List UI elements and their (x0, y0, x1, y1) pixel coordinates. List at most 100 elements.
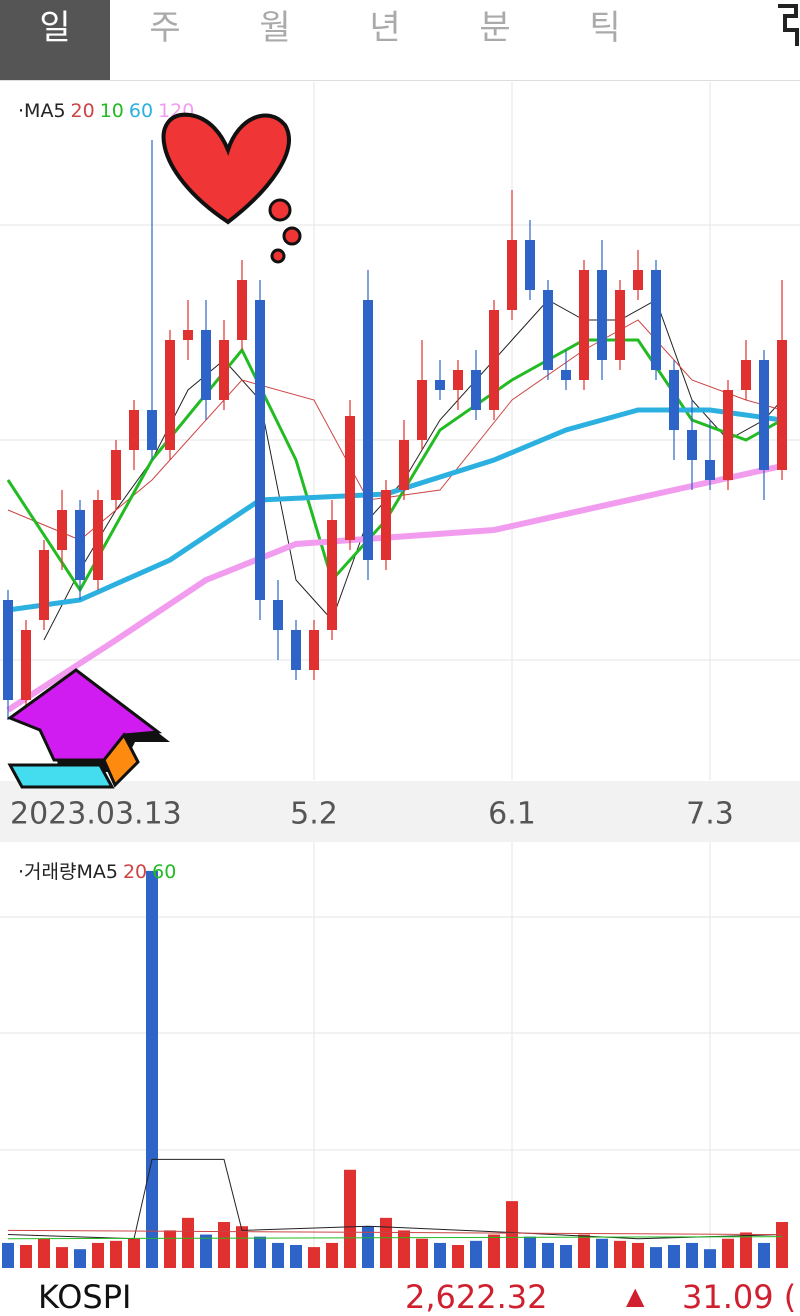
volume-bar (704, 1249, 716, 1268)
candle-body (579, 270, 589, 380)
volume-bar (614, 1240, 626, 1268)
index-name: KOSPI (38, 1278, 132, 1316)
volume-bar (596, 1238, 608, 1268)
volume-bar (470, 1240, 482, 1268)
ma-line (6, 338, 783, 593)
candle-body (543, 290, 553, 370)
candle-body (291, 630, 301, 670)
volume-bar (146, 870, 158, 1268)
candle-body (345, 416, 355, 540)
candle-body (147, 410, 157, 450)
footer: KOSPI 2,622.32 ▲ 31.09 ( (0, 1268, 800, 1316)
volume-bar (110, 1240, 122, 1268)
candle-body (57, 510, 67, 550)
tab[interactable]: 년 (369, 8, 401, 48)
volume-bar (560, 1245, 572, 1268)
x-tick-label: 2023.03.13 (10, 797, 182, 832)
candle-body (525, 240, 535, 290)
arrow-sticker (6, 668, 170, 789)
candle-body (363, 300, 373, 560)
tab[interactable]: 틱 (589, 8, 621, 48)
volume-bar (452, 1245, 464, 1268)
volume-bar (722, 1238, 734, 1268)
candle-body (741, 360, 751, 390)
legend-entry: 60 (152, 861, 176, 883)
candle-body (255, 300, 265, 600)
volume-bar (218, 1222, 230, 1268)
candle-body (165, 340, 175, 450)
volume-bar (92, 1242, 104, 1268)
grid (0, 224, 800, 1151)
volume-bar (200, 1234, 212, 1268)
volume-bar (128, 1238, 140, 1268)
ma-line (7, 1236, 783, 1240)
candle-body (219, 340, 229, 400)
period-tabs: 일 주 월 년 분 틱 (0, 0, 800, 81)
volume-bar (380, 1217, 392, 1268)
x-tick-label: 7.3 (686, 797, 734, 832)
chart: 2023.03.13 5.2 6.1 7.3 ·MA5 20 10 60 120 ·거래량MA5 2… (0, 82, 800, 1268)
legend-entry: ·거래량 (18, 861, 76, 883)
volume-bar (488, 1234, 500, 1268)
candle-body (615, 290, 625, 360)
volume-bar (290, 1245, 302, 1268)
candle-body (417, 380, 427, 440)
candle-body (309, 630, 319, 670)
volume-bar (578, 1234, 590, 1268)
volume-bar (686, 1242, 698, 1268)
volume-bar (236, 1226, 248, 1268)
candle-body (597, 270, 607, 360)
candle-body (561, 370, 571, 380)
candle-body (453, 370, 463, 390)
volume-bar (776, 1222, 788, 1268)
chart-icon[interactable] (775, 2, 800, 48)
candle-body (705, 460, 715, 480)
tab[interactable]: 월 (259, 8, 291, 48)
change-arrow: ▲ (626, 1282, 645, 1310)
tab[interactable]: 분 (479, 8, 511, 48)
candle-body (723, 390, 733, 480)
legend: ·MA5 20 10 60 120 (18, 100, 194, 122)
volume-bar (650, 1247, 662, 1268)
heart-sticker (161, 112, 302, 264)
legend-entry: MA5 (24, 100, 65, 122)
candle-body (183, 330, 193, 340)
candle-body (381, 490, 391, 560)
volume-bar (2, 1242, 14, 1268)
candle-body (111, 450, 121, 500)
legend: ·거래량MA5 20 60 (18, 861, 176, 883)
volume-bar (542, 1242, 554, 1268)
volume-bar (398, 1230, 410, 1268)
volume-bar (362, 1226, 374, 1268)
legend-entry: 60 (129, 100, 153, 122)
volume-bar (308, 1247, 320, 1268)
legend-entry: 10 (100, 100, 124, 122)
volume-bar (254, 1236, 266, 1268)
tab[interactable]: 일 (0, 0, 110, 80)
ma-line (7, 319, 783, 541)
candle-body (39, 550, 49, 620)
volume-bar (506, 1201, 518, 1268)
volume-bar (524, 1236, 536, 1268)
legend-entry: MA5 (76, 861, 117, 883)
volume-bar (74, 1249, 86, 1268)
candle-body (93, 500, 103, 580)
candle-body (777, 340, 787, 470)
volume-bar (20, 1245, 32, 1268)
date-strip (0, 781, 800, 842)
index-change: 31.09 ( (682, 1278, 797, 1316)
volume-bar (56, 1247, 68, 1268)
candle-body (273, 600, 283, 630)
candle-body (759, 360, 769, 470)
candle-body (687, 430, 697, 460)
candle-body (327, 520, 337, 630)
ma-line (7, 1229, 783, 1236)
candle-body (3, 600, 13, 700)
volume-bar (344, 1169, 356, 1268)
volume-bar (38, 1238, 50, 1268)
tab[interactable]: 주 (149, 8, 181, 48)
x-tick-label: 5.2 (290, 797, 338, 832)
candle-body (669, 370, 679, 430)
candle-body (75, 510, 85, 580)
x-tick-label: 6.1 (488, 797, 536, 832)
